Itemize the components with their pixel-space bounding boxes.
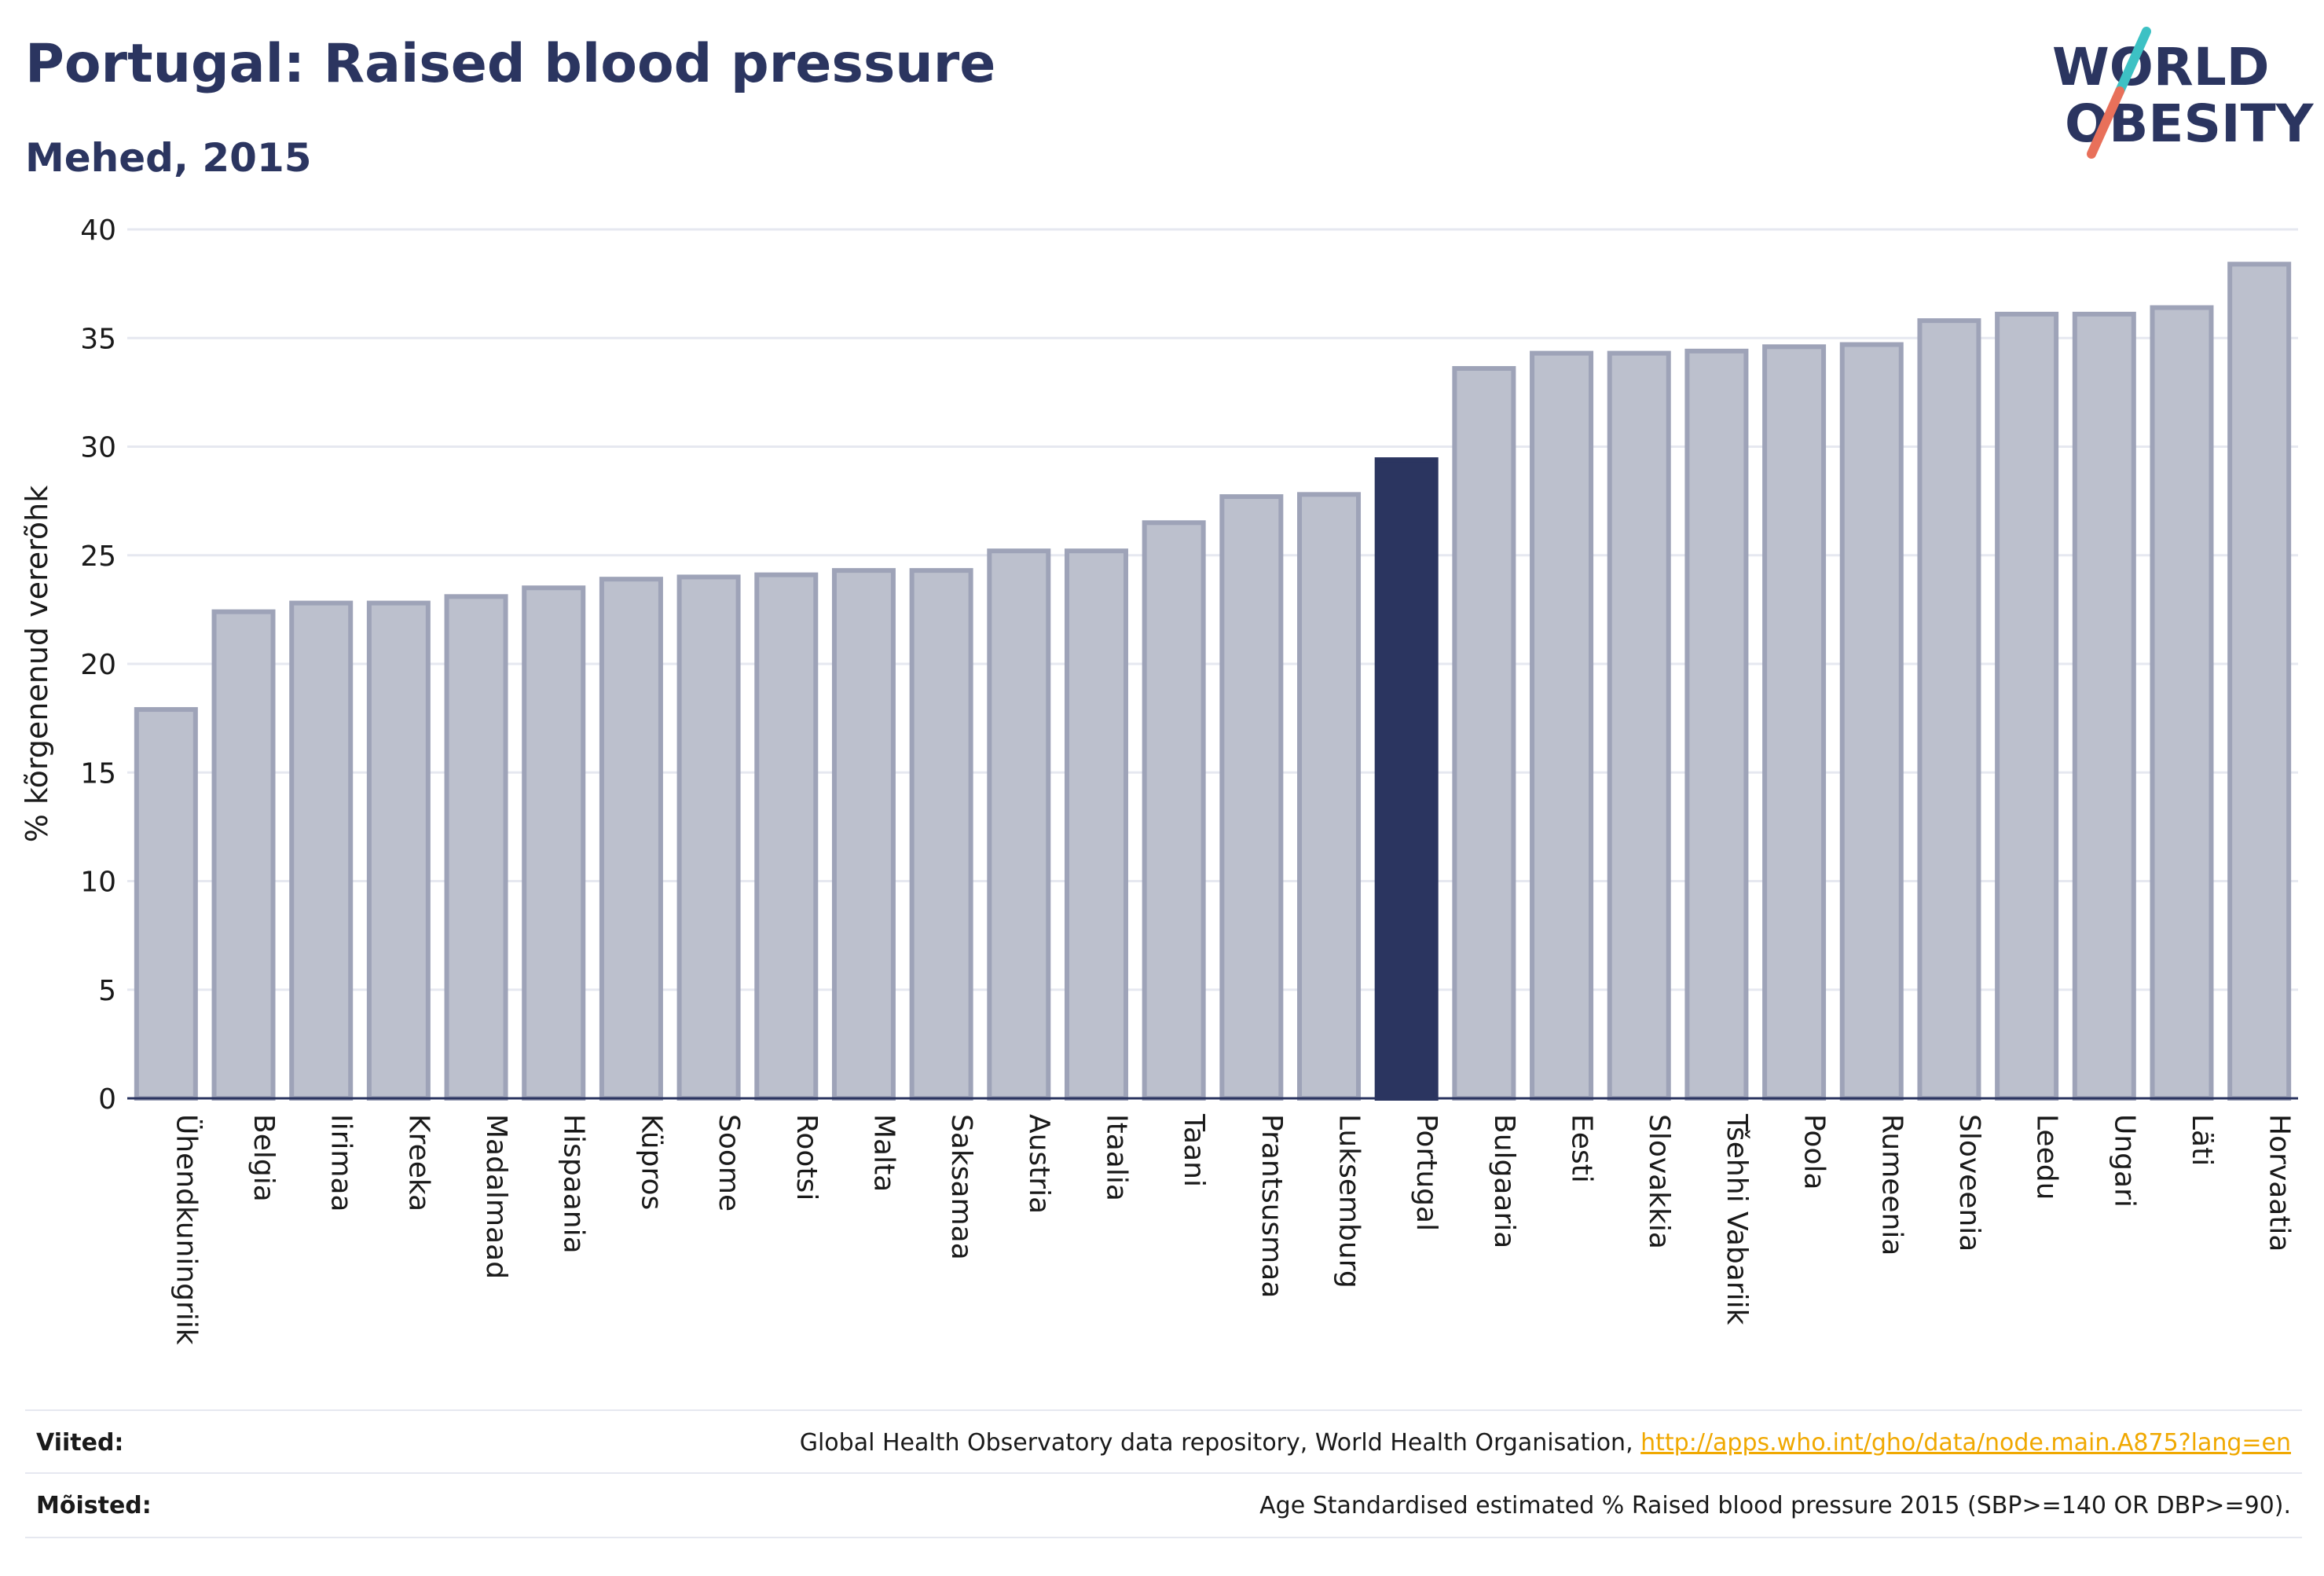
x-tick-label: Küpros xyxy=(635,1114,667,1210)
bar xyxy=(909,568,973,1101)
bar-highlighted xyxy=(1374,457,1439,1101)
logo-line1: WORLD xyxy=(2052,37,2270,97)
y-tick-label: 15 xyxy=(80,757,116,790)
bar xyxy=(134,707,198,1101)
y-tick-label: 40 xyxy=(80,214,116,247)
definitions-label: Mõisted: xyxy=(36,1491,152,1519)
bar xyxy=(1762,344,1827,1101)
x-tick-label: Poola xyxy=(1798,1114,1831,1190)
x-tick-label: Läti xyxy=(2186,1114,2218,1166)
x-tick-label: Tšehhi Vabariik xyxy=(1721,1113,1753,1325)
x-tick-label: Prantsusmaa xyxy=(1255,1114,1288,1298)
x-tick-label: Horvaatia xyxy=(2264,1114,2296,1252)
bar xyxy=(1219,494,1284,1101)
bar xyxy=(1064,548,1128,1101)
x-tick-label: Slovakkia xyxy=(1643,1114,1675,1249)
x-tick-label: Belgia xyxy=(247,1114,280,1202)
x-axis-labels: Ühendkuningriik Belgia Iirimaa Kreeka Madalm… xyxy=(170,1113,2295,1345)
bar xyxy=(676,574,741,1101)
bar xyxy=(1839,342,1904,1101)
x-tick-label: Sloveenia xyxy=(1953,1114,1985,1252)
bars xyxy=(134,262,2292,1101)
bar xyxy=(2072,311,2136,1101)
x-tick-label: Madalmaad xyxy=(480,1114,512,1279)
x-tick-label: Luksemburg xyxy=(1333,1114,1365,1288)
x-tick-label: Malta xyxy=(867,1114,900,1192)
sources-text: Global Health Observatory data repositor… xyxy=(799,1428,1641,1457)
bar-chart: 0 5 10 15 20 25 30 35 40 Ühendkuningriik Belgia Ii… xyxy=(20,214,2298,1345)
bar xyxy=(1917,318,1981,1101)
chart-title: Portugal: Raised blood pressure xyxy=(25,33,996,95)
logo-slash-bottom xyxy=(2087,86,2124,159)
y-axis-title: % kõrgenenud vererõhk xyxy=(20,486,54,843)
sources-label: Viited: xyxy=(36,1428,124,1457)
x-tick-label: Taani xyxy=(1178,1113,1210,1187)
x-tick-label: Itaalia xyxy=(1100,1114,1132,1201)
definitions-row: Mõisted: Age Standardised estimated % Ra… xyxy=(25,1472,2302,1538)
bar xyxy=(2227,262,2292,1101)
bar xyxy=(831,568,896,1101)
bar xyxy=(211,609,276,1101)
bar xyxy=(1530,350,1594,1101)
x-tick-label: Leedu xyxy=(2031,1114,2063,1200)
sources-row: Viited: Global Health Observatory data r… xyxy=(25,1409,2302,1474)
bar xyxy=(289,600,354,1101)
bar xyxy=(754,572,819,1101)
x-tick-label: Bulgaaria xyxy=(1488,1114,1520,1248)
y-tick-label: 25 xyxy=(80,541,116,573)
bar xyxy=(1684,348,1749,1101)
bar xyxy=(444,594,508,1101)
y-axis-ticks: 0 5 10 15 20 25 30 35 40 xyxy=(80,214,116,1116)
x-tick-label: Iirimaa xyxy=(325,1114,357,1212)
bar xyxy=(1995,311,2059,1101)
x-tick-label: Soome xyxy=(713,1114,745,1211)
logo-slash-top xyxy=(2115,27,2151,96)
x-tick-label: Ungari xyxy=(2108,1114,2140,1208)
y-tick-label: 35 xyxy=(80,323,116,355)
world-obesity-logo: WORLD OBESITY xyxy=(2043,27,2315,168)
sources-link[interactable]: http://apps.who.int/gho/data/node.main.A… xyxy=(1640,1428,2291,1457)
chart-subtitle: Mehed, 2015 xyxy=(25,135,312,181)
y-tick-label: 5 xyxy=(98,975,116,1007)
y-tick-label: 0 xyxy=(98,1083,116,1116)
bar xyxy=(987,548,1051,1101)
x-tick-label: Hispaania xyxy=(558,1114,590,1254)
sources-value: Global Health Observatory data repositor… xyxy=(800,1429,2302,1457)
x-tick-label: Austria xyxy=(1023,1114,1055,1214)
bar xyxy=(1607,350,1671,1101)
bar xyxy=(522,585,586,1101)
x-tick-label: Portugal xyxy=(1410,1114,1442,1231)
bar xyxy=(2150,305,2214,1101)
y-tick-label: 20 xyxy=(80,649,116,681)
bar xyxy=(1297,492,1362,1101)
x-tick-label: Eesti xyxy=(1566,1114,1598,1183)
x-tick-label: Rootsi xyxy=(790,1114,823,1200)
bar xyxy=(1452,365,1516,1101)
definitions-value: Age Standardised estimated % Raised bloo… xyxy=(1259,1491,2291,1519)
bar xyxy=(1142,520,1206,1101)
y-tick-label: 10 xyxy=(80,867,116,899)
x-tick-label: Ühendkuningriik xyxy=(170,1114,203,1345)
x-tick-label: Saksamaa xyxy=(945,1114,977,1260)
bar xyxy=(599,577,663,1101)
x-tick-label: Rumeenia xyxy=(1875,1114,1908,1255)
bar xyxy=(366,600,431,1101)
x-tick-label: Kreeka xyxy=(402,1114,434,1211)
y-tick-label: 30 xyxy=(80,432,116,464)
